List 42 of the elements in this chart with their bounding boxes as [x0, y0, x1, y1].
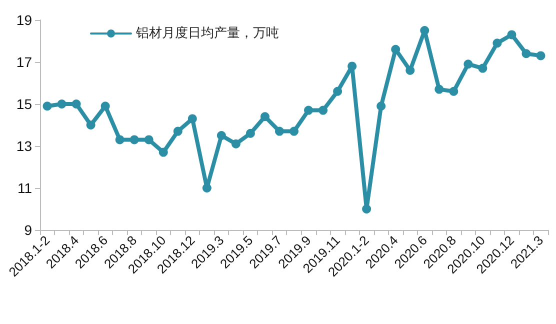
y-tick-label: 13 — [16, 138, 32, 154]
point — [464, 60, 473, 69]
point — [478, 64, 488, 73]
point — [260, 112, 270, 122]
point — [72, 100, 81, 108]
point — [449, 86, 458, 96]
point — [507, 30, 516, 40]
point — [57, 100, 66, 108]
y-tick-label: 15 — [16, 96, 32, 112]
point — [304, 106, 314, 115]
point — [536, 51, 546, 60]
point — [522, 49, 531, 58]
point — [420, 26, 430, 35]
point — [42, 102, 52, 111]
point — [216, 131, 226, 140]
point — [362, 204, 372, 214]
point — [492, 38, 502, 48]
point — [406, 66, 415, 75]
point — [246, 128, 255, 138]
point — [86, 120, 96, 130]
point — [202, 184, 212, 192]
point — [274, 126, 284, 136]
point — [333, 86, 342, 96]
point — [348, 62, 357, 71]
point — [144, 135, 154, 144]
point — [100, 102, 110, 111]
point — [434, 84, 444, 94]
y-tick-label: 9 — [24, 222, 32, 238]
point — [290, 126, 298, 136]
point — [173, 126, 182, 136]
point — [318, 106, 328, 115]
y-tick-label: 17 — [16, 54, 32, 70]
point — [376, 102, 386, 111]
y-tick-label: 11 — [17, 180, 32, 196]
point — [115, 135, 124, 144]
point — [391, 44, 400, 54]
point — [231, 139, 240, 148]
legend-label: 铝材月度日均产量，万吨 — [135, 25, 279, 41]
point — [188, 114, 197, 124]
y-tick-label: 19 — [16, 12, 32, 28]
point — [130, 135, 139, 144]
point — [158, 148, 168, 157]
